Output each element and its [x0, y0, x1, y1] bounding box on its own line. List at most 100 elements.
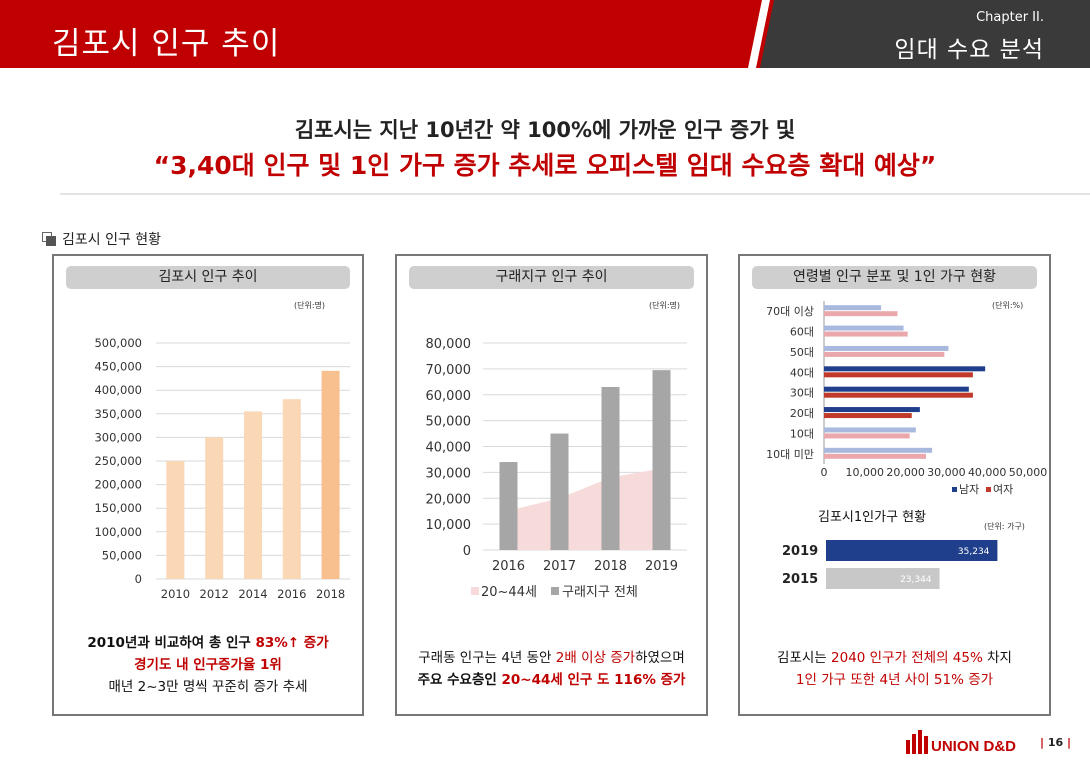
x-tick-label: 20,000 [886, 466, 925, 479]
y-tick-label: 10대 [790, 427, 814, 440]
panel-text-segment: 차지 [982, 650, 1012, 666]
bar-female [824, 331, 908, 337]
x-tick-label: 2018 [594, 559, 627, 574]
panel-text-highlight: 83%↑ 증가 [255, 635, 329, 651]
bar-female [824, 453, 926, 459]
y-tick-label: 200,000 [94, 478, 142, 492]
bar [826, 568, 940, 589]
y-tick-label: 30대 [790, 387, 814, 400]
panel-text-line-2: 경기도 내 인구증가율 1위 [134, 657, 282, 673]
legend-label: 구래지구 전체 [562, 585, 638, 600]
y-tick-label: 250,000 [94, 454, 142, 468]
panel-text-highlight: 20~44세 인구 도 116% 증가 [501, 672, 686, 688]
bar-female [824, 311, 898, 317]
header-red-band [0, 0, 790, 68]
panel-text-line-2: 주요 수요층인 20~44세 인구 도 116% 증가 [397, 668, 706, 688]
y-tick-label: 100,000 [94, 525, 142, 539]
bar [166, 461, 185, 579]
bar-female [824, 372, 973, 378]
legend-swatch [471, 587, 479, 595]
bar [550, 433, 569, 550]
section-label-text: 김포시 인구 현황 [62, 232, 162, 248]
bar-male [824, 427, 916, 433]
y-tick-label: 20,000 [426, 492, 472, 507]
x-tick-label: 10,000 [846, 466, 885, 479]
bar-male [824, 447, 933, 453]
bar-female [824, 413, 912, 419]
section-title: 임대 수요 분석 [894, 37, 1044, 63]
panel-text-highlight: 2배 이상 증가 [555, 650, 636, 666]
panel-title: 구래지구 인구 추이 [409, 266, 694, 289]
y-tick-label: 40대 [790, 366, 814, 379]
bullet-square-icon [42, 232, 56, 246]
bar [244, 411, 262, 579]
bar-male [824, 345, 949, 351]
x-tick-label: 2012 [200, 587, 229, 601]
y-tick-label: 10대 미만 [766, 448, 814, 461]
y-tick-label: 70,000 [426, 363, 472, 378]
y-tick-label: 50,000 [102, 548, 142, 562]
x-tick-label: 30,000 [927, 466, 966, 479]
page-number-bar: | [1040, 736, 1045, 749]
headline-line-1: 김포시는 지난 10년간 약 100%에 가까운 인구 증가 및 [294, 118, 796, 142]
y-tick-label: 400,000 [94, 383, 142, 397]
y-tick-label: 30,000 [426, 466, 472, 481]
bar-female [824, 351, 945, 357]
logo-text: UNION D&D [931, 738, 1016, 755]
bar-male [824, 366, 986, 372]
sub-chart-title: 김포시1인가구 현황 [818, 510, 927, 525]
page-title: 김포시 인구 추이 [52, 26, 281, 62]
panel-title: 연령별 인구 분포 및 1인 가구 현황 [752, 266, 1037, 289]
page-number: | 16 | [1040, 736, 1071, 749]
population-bar-chart: 0 50,000 100,000 150,000 200,000 250,000 300,0… [94, 336, 350, 601]
y-tick-label: 50,000 [426, 415, 472, 430]
sub-chart-unit: (단위: 가구) [984, 522, 1025, 531]
x-tick-label: 50,000 [1009, 466, 1048, 479]
panel-text-segment: 주요 수요층인 [417, 672, 502, 688]
x-tick-label: 2018 [316, 587, 345, 601]
bar-female [824, 433, 910, 439]
x-tick-label: 2014 [238, 587, 267, 601]
bar-male [824, 407, 920, 413]
y-tick-label: 20대 [790, 407, 814, 420]
panel-text-segment: 2010년과 비교하여 총 인구 [87, 635, 256, 651]
y-tick-label: 450,000 [94, 360, 142, 374]
y-tick-label: 40,000 [426, 441, 472, 456]
gurae-combo-chart: 0 10,000 20,000 30,000 40,000 50,000 60,000 70,… [426, 337, 687, 600]
panel-text-segment: 하였으며 [635, 650, 685, 666]
y-tick-label: 2019 [782, 544, 818, 559]
single-household-chart: 35,234 2019 23,344 2015 [782, 540, 998, 589]
panel-text-line-3: 매년 2~3만 명씩 꾸준히 증가 추세 [108, 679, 308, 695]
header-dark-band [760, 0, 1090, 68]
y-tick-label: 0 [135, 572, 142, 586]
bar-male [824, 305, 882, 311]
legend-swatch [952, 487, 957, 492]
y-tick-label: 350,000 [94, 407, 142, 421]
panel-text-line-2: 1인 가구 또한 4년 사이 51% 증가 [795, 672, 994, 688]
page-number-bar: | [1067, 736, 1072, 749]
x-tick-label: 0 [821, 466, 828, 479]
legend-label: 20~44세 [481, 585, 537, 600]
bar [652, 370, 671, 550]
unit-label: (단위:%) [992, 301, 1024, 310]
x-tick-label: 40,000 [968, 466, 1007, 479]
panel-text-highlight: 2040 인구가 전체의 45% [831, 650, 983, 666]
bar-male [824, 386, 969, 392]
panel-title: 김포시 인구 추이 [66, 266, 350, 289]
panel-text-line-1: 구래동 인구는 4년 동안 2배 이상 증가하였으며 [397, 646, 706, 666]
bar [205, 437, 224, 579]
panel-text-line-1: 2010년과 비교하여 총 인구 83%↑ 증가 [54, 631, 362, 651]
y-tick-label: 300,000 [94, 430, 142, 444]
y-tick-label: 150,000 [94, 501, 142, 515]
unit-label: (단위:명) [294, 301, 326, 310]
x-tick-label: 2019 [645, 559, 678, 574]
section-label: 김포시 인구 현황 [42, 229, 161, 249]
bar [499, 462, 518, 550]
headline-divider [60, 193, 1090, 195]
header-banner: 김포시 인구 추이 Chapter II. 임대 수요 분석 [0, 0, 1090, 68]
y-tick-label: 2015 [782, 572, 818, 587]
chapter-label: Chapter II. [976, 10, 1044, 25]
y-tick-label: 60,000 [426, 389, 472, 404]
legend-swatch [551, 587, 559, 595]
panel-age-distribution: 연령별 인구 분포 및 1인 가구 현황 (단위:%) 0 10,000 20,00… [738, 254, 1051, 716]
